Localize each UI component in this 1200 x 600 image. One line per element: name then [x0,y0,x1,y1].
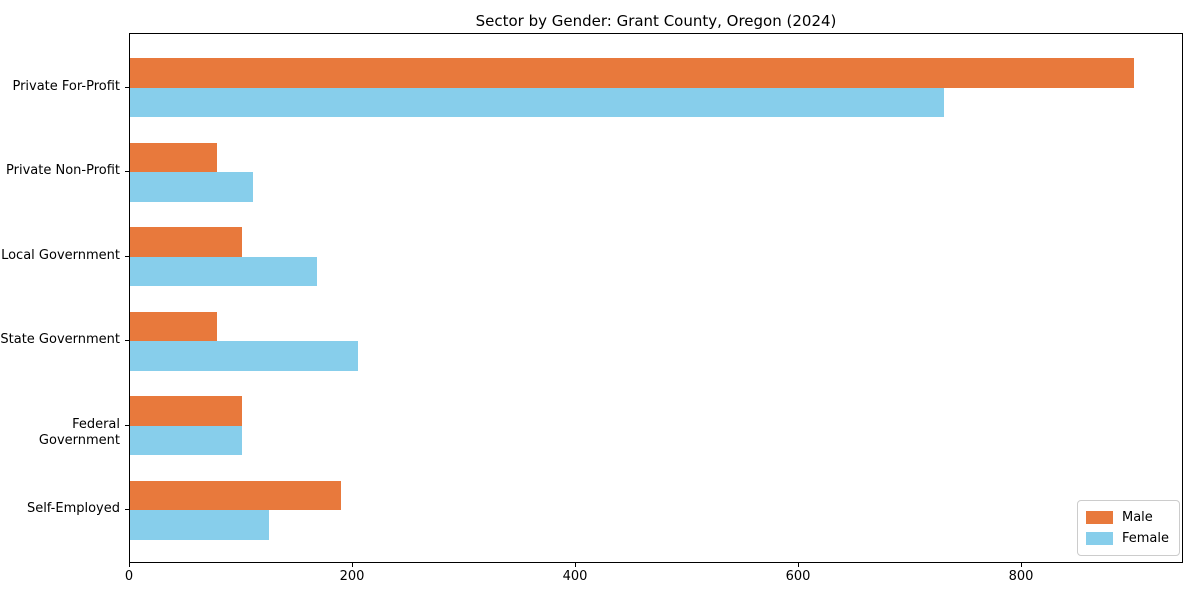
x-tick-label: 800 [1008,569,1034,584]
bar-male-2 [130,227,242,257]
bar-male-0 [130,58,1134,88]
y-tick-label: Private For-Profit [12,79,120,94]
y-tick-label: Federal Government [38,417,120,448]
bar-male-1 [130,142,217,173]
bar-male-5 [130,480,341,511]
bar-female-5 [130,510,270,540]
y-tick-label: Self-Employed [26,501,120,516]
y-tick-mark [125,509,129,510]
y-tick-label: Private Non-Profit [6,163,120,178]
x-tick-mark [575,563,576,567]
y-tick-mark [125,256,129,257]
legend-item-female: Female [1085,528,1169,549]
x-tick-label: 600 [785,569,811,584]
x-tick-label: 0 [124,569,134,584]
legend-label-male: Male [1121,510,1153,525]
bar-male-4 [130,396,242,426]
y-tick-mark [125,171,129,172]
y-tick-mark [125,340,129,341]
y-tick-label: State Government [0,332,120,347]
x-tick-mark [129,563,130,567]
x-tick-label: 400 [562,569,588,584]
x-tick-label: 200 [339,569,365,584]
bar-female-1 [130,172,253,202]
x-tick-mark [1021,563,1022,567]
legend-label-female: Female [1121,531,1169,546]
y-tick-mark [125,425,129,426]
bar-female-4 [130,425,242,456]
y-tick-mark [125,87,129,88]
bar-female-3 [130,341,358,371]
bar-female-0 [130,87,945,118]
x-tick-mark [352,563,353,567]
plot-area [129,33,1183,563]
bar-female-2 [130,256,318,287]
x-tick-mark [798,563,799,567]
legend-item-male: Male [1085,507,1169,528]
legend: Male Female [1076,500,1180,556]
bar-male-3 [130,311,217,342]
legend-swatch-female [1085,532,1113,545]
legend-swatch-male [1085,511,1113,524]
chart-title: Sector by Gender: Grant County, Oregon (… [475,12,837,30]
y-tick-label: Local Government [1,248,120,263]
